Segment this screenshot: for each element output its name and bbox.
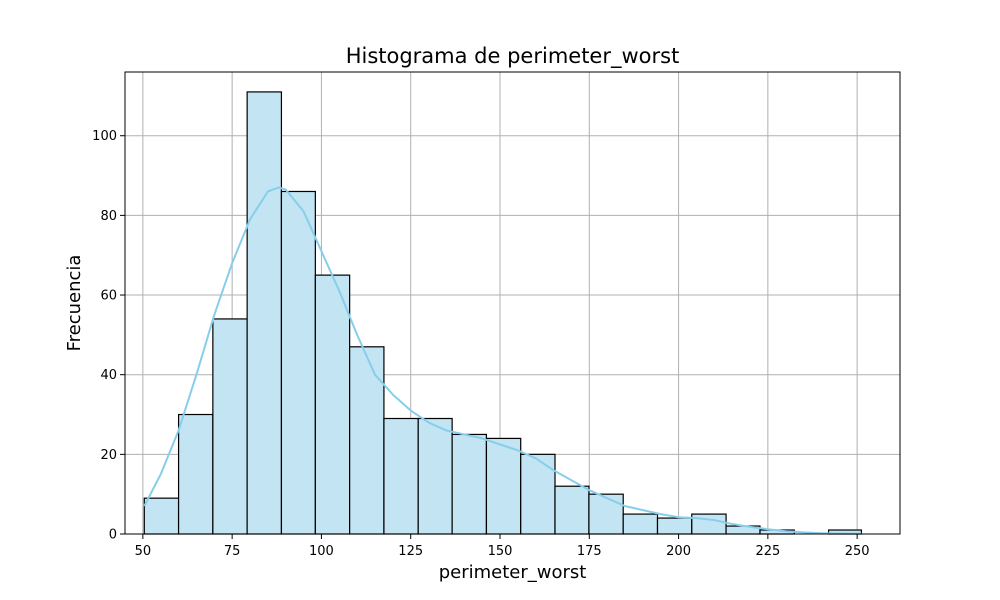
x-axis-label: perimeter_worst	[439, 562, 587, 583]
y-tick-label: 0	[109, 528, 117, 543]
histogram-bar	[451, 433, 488, 535]
histogram-bar	[246, 91, 283, 535]
plot-frame	[124, 71, 901, 535]
kde-line	[143, 186, 862, 535]
y-tick-label: 80	[100, 209, 117, 224]
histogram-bar	[520, 453, 556, 535]
histogram-bar	[485, 437, 522, 535]
histogram-bar	[177, 413, 214, 535]
histogram-bars	[143, 91, 863, 535]
histogram-bar	[656, 517, 693, 535]
histogram-bar	[417, 417, 453, 535]
chart-title: Histograma de perimeter_worst	[346, 44, 680, 69]
histogram-bar	[314, 274, 351, 535]
x-tick-label: 125	[398, 544, 423, 559]
histogram-bar	[554, 485, 590, 535]
x-tick-label: 50	[135, 544, 152, 559]
y-tick-label: 40	[100, 368, 117, 383]
y-tick-label: 100	[92, 129, 117, 144]
x-tick-label: 175	[577, 544, 602, 559]
histogram-bar	[691, 513, 727, 535]
axis-ticks: 50 75 100 125 150 175 200 225 250 0 20 40 60 80 100	[92, 129, 869, 559]
y-tick-label: 60	[100, 289, 117, 304]
histogram-bar	[212, 318, 248, 535]
x-tick-label: 200	[666, 544, 691, 559]
histogram-bar	[349, 346, 385, 535]
y-tick-label: 20	[100, 448, 117, 463]
x-tick-label: 100	[309, 544, 334, 559]
y-axis-label: Frecuencia	[64, 255, 85, 352]
x-tick-label: 75	[224, 544, 241, 559]
x-tick-label: 150	[488, 544, 513, 559]
histogram-bar	[622, 513, 659, 535]
histogram-bar	[588, 493, 624, 535]
histogram-bar	[280, 190, 316, 535]
histogram-bar	[143, 497, 180, 535]
x-tick-label: 250	[845, 544, 870, 559]
x-tick-label: 225	[755, 544, 780, 559]
kde-curve-group	[143, 186, 862, 535]
histogram-bar	[383, 417, 419, 535]
